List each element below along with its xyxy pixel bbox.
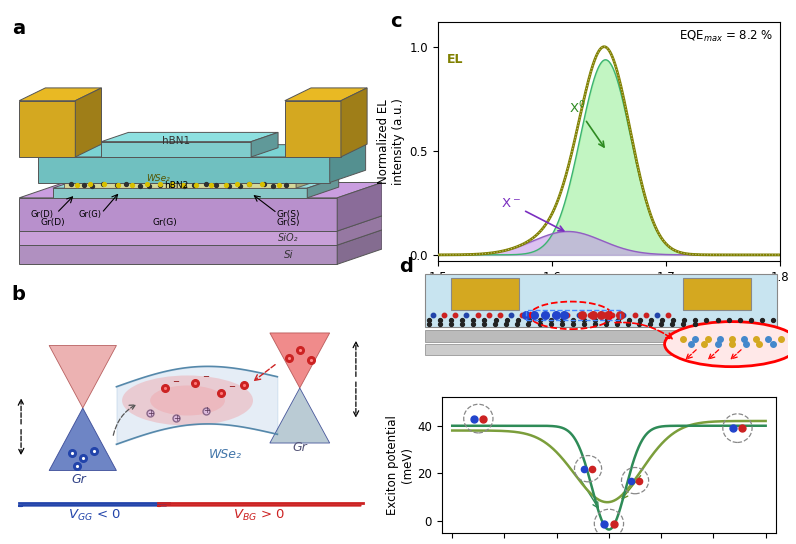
Text: −: −	[172, 377, 179, 386]
Text: −: −	[201, 372, 209, 381]
X-axis label: Photon energy (eV): Photon energy (eV)	[548, 289, 669, 302]
Text: +: +	[146, 409, 154, 417]
Text: X$^0$: X$^0$	[569, 100, 604, 147]
Text: a: a	[12, 19, 25, 38]
Text: Gr(S): Gr(S)	[277, 210, 300, 219]
Text: X$^-$: X$^-$	[501, 197, 564, 231]
Bar	[451, 278, 519, 310]
Polygon shape	[19, 101, 76, 157]
Polygon shape	[338, 216, 382, 245]
Polygon shape	[330, 145, 365, 183]
Polygon shape	[19, 198, 338, 231]
Text: Gr: Gr	[292, 441, 307, 454]
Polygon shape	[38, 157, 330, 183]
Ellipse shape	[150, 386, 225, 416]
Polygon shape	[252, 132, 278, 157]
Polygon shape	[76, 88, 102, 157]
Bar	[683, 278, 751, 310]
Bar	[526, 310, 619, 320]
Bar	[425, 274, 777, 326]
Polygon shape	[270, 333, 330, 388]
Polygon shape	[341, 88, 367, 157]
Text: Gr(S): Gr(S)	[277, 218, 300, 227]
Polygon shape	[19, 216, 382, 231]
Polygon shape	[38, 145, 365, 157]
Polygon shape	[53, 188, 307, 198]
Polygon shape	[49, 408, 116, 471]
Polygon shape	[102, 132, 278, 141]
Text: Gr: Gr	[72, 473, 87, 486]
Polygon shape	[49, 345, 116, 408]
Text: Gr(G): Gr(G)	[79, 210, 102, 219]
Polygon shape	[19, 245, 338, 264]
Polygon shape	[285, 88, 367, 101]
Circle shape	[665, 322, 796, 367]
Polygon shape	[338, 183, 382, 231]
Polygon shape	[19, 231, 338, 245]
Text: +: +	[203, 406, 209, 415]
Text: WSe₂: WSe₂	[209, 448, 241, 461]
Text: Gr(G): Gr(G)	[153, 218, 178, 227]
Bar	[425, 330, 706, 342]
Polygon shape	[64, 172, 326, 183]
Text: WSe₂: WSe₂	[146, 174, 170, 183]
Text: SiO₂: SiO₂	[279, 233, 298, 243]
Text: Gr(D): Gr(D)	[30, 210, 53, 219]
Polygon shape	[53, 177, 338, 188]
Bar	[425, 344, 706, 355]
Polygon shape	[102, 141, 252, 157]
Polygon shape	[19, 230, 382, 245]
Text: +: +	[173, 413, 180, 423]
Polygon shape	[19, 88, 102, 101]
Y-axis label: Exciton potential
(meV): Exciton potential (meV)	[386, 415, 415, 515]
Polygon shape	[64, 183, 296, 188]
Text: Gr(D): Gr(D)	[41, 218, 65, 227]
Text: −: −	[228, 382, 235, 391]
Polygon shape	[270, 388, 330, 443]
Text: hBN1: hBN1	[162, 136, 190, 146]
Text: Si: Si	[284, 250, 293, 260]
Ellipse shape	[122, 375, 253, 425]
Text: $V_{BG}$ > 0: $V_{BG}$ > 0	[232, 508, 285, 523]
Text: $V_{GG}$ < 0: $V_{GG}$ < 0	[68, 508, 120, 523]
Polygon shape	[307, 177, 338, 198]
Y-axis label: Normalized EL
intensity (a.u.): Normalized EL intensity (a.u.)	[377, 98, 405, 185]
Polygon shape	[338, 230, 382, 264]
Text: c: c	[390, 12, 401, 31]
Polygon shape	[19, 183, 382, 198]
Text: d: d	[399, 257, 413, 276]
Text: hBN2: hBN2	[164, 181, 189, 190]
Polygon shape	[285, 101, 341, 157]
Polygon shape	[296, 172, 326, 188]
Text: b: b	[12, 286, 25, 305]
Text: EQE$_{max}$ = 8.2 %: EQE$_{max}$ = 8.2 %	[679, 29, 773, 44]
Text: EL: EL	[447, 53, 463, 66]
